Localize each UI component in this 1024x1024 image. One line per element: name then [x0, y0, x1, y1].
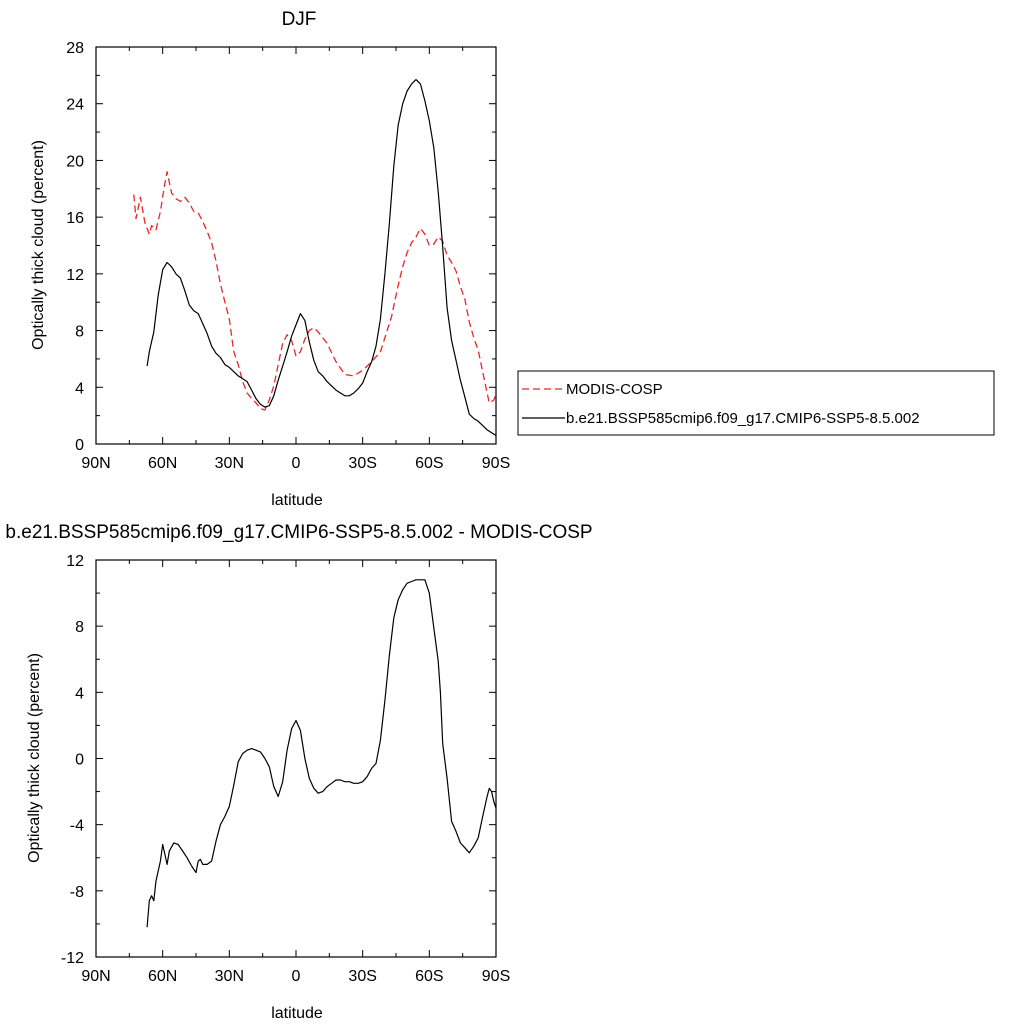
y-tick-label: 0	[75, 752, 84, 769]
y-tick-label: -8	[70, 884, 84, 901]
y-tick-label: 28	[66, 40, 84, 57]
y-tick-label: -4	[70, 818, 84, 835]
legend-label-modis: MODIS-COSP	[566, 381, 663, 398]
x-tick-label: 90N	[81, 968, 110, 985]
x-tick-label: 60N	[148, 968, 177, 985]
x-tick-label: 60S	[415, 455, 443, 472]
plot-frame	[95, 559, 497, 958]
y-tick-label: 16	[66, 210, 84, 227]
series-lines	[146, 579, 497, 928]
legend-box	[517, 370, 995, 436]
axis-frame: 90N 60N 30N 0 30S 60S 90S -12 -8 -4 0 4 8 12	[61, 553, 510, 985]
axis-frame: 90N 60N 30N 0 30S 60S 90S 0 4 8 12 16 20 24 28	[66, 40, 510, 472]
x-tick-label: 60S	[415, 968, 443, 985]
series-line-modis-cosp	[133, 171, 497, 411]
series-line-model	[146, 579, 497, 928]
y-axis-label: Optically thick cloud (percent)	[30, 140, 47, 350]
y-tick-label: 4	[75, 685, 84, 702]
x-axis-label: latitude	[271, 492, 323, 509]
x-tick-label: 0	[292, 455, 301, 472]
y-tick-label: 12	[66, 267, 84, 284]
legend-label-model: b.e21.BSSP585cmip6.f09_g17.CMIP6-SSP5-8.…	[566, 410, 920, 427]
x-tick-label: 90N	[81, 455, 110, 472]
y-tick-label: 24	[66, 97, 84, 114]
legend: MODIS-COSP b.e21.BSSP585cmip6.f09_g17.CM…	[517, 370, 995, 436]
y-tick-label: 12	[66, 553, 84, 570]
chart-title: b.e21.BSSP585cmip6.f09_g17.CMIP6-SSP5-8.…	[5, 522, 592, 543]
y-tick-label: -12	[61, 950, 84, 967]
y-axis-label: Optically thick cloud (percent)	[26, 653, 43, 863]
series-lines	[133, 79, 497, 437]
y-tick-label: 4	[75, 380, 84, 397]
x-axis-label: latitude	[271, 1005, 323, 1022]
x-tick-label: 0	[292, 968, 301, 985]
x-tick-label: 30N	[215, 455, 244, 472]
y-tick-label: 8	[75, 324, 84, 341]
difference-line-chart: b.e21.BSSP585cmip6.f09_g17.CMIP6-SSP5-8.…	[5, 522, 592, 1022]
x-tick-label: 60N	[148, 455, 177, 472]
y-tick-label: 0	[75, 437, 84, 454]
x-tick-label: 30N	[215, 968, 244, 985]
x-tick-label: 30S	[348, 968, 376, 985]
djf-line-chart: DJF Optically thick cloud (percent) lati…	[30, 9, 510, 509]
chart-title: DJF	[282, 9, 317, 30]
x-tick-label: 90S	[482, 968, 510, 985]
x-tick-label: 30S	[348, 455, 376, 472]
series-line-model	[146, 79, 497, 437]
plot-frame	[95, 46, 497, 445]
y-tick-label: 20	[66, 153, 84, 170]
y-tick-label: 8	[75, 619, 84, 636]
x-tick-label: 90S	[482, 455, 510, 472]
